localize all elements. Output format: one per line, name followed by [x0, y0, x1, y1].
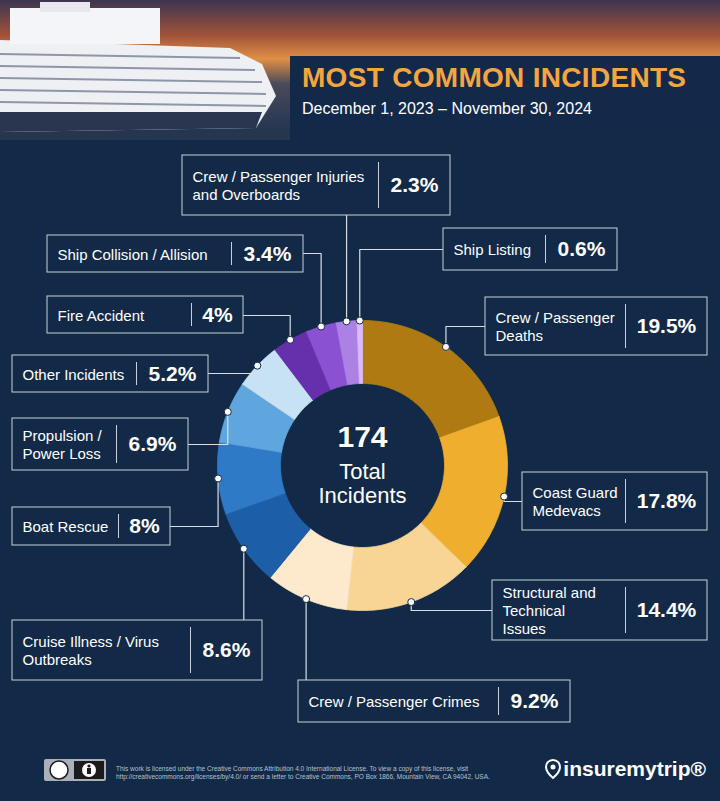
- svg-text:17.8%: 17.8%: [637, 489, 697, 512]
- html-text:MOST COMMON INCIDENTS: MOST COMMON INCIDENTS: [302, 62, 687, 93]
- svg-text:Structural andTechnicalIssues: Structural andTechnicalIssues: [503, 584, 596, 637]
- svg-text:9.2%: 9.2%: [511, 689, 559, 712]
- svg-text:19.5%: 19.5%: [637, 314, 697, 337]
- svg-text:8.6%: 8.6%: [203, 638, 251, 661]
- svg-text:Crew / PassengerDeaths: Crew / PassengerDeaths: [496, 309, 615, 344]
- svg-text:Other Incidents: Other Incidents: [23, 366, 125, 383]
- svg-text:5.2%: 5.2%: [149, 362, 197, 385]
- svg-text:Ship Listing: Ship Listing: [454, 241, 532, 258]
- html-text:insuremytrip®: insuremytrip®: [563, 757, 706, 780]
- svg-text:Fire Accident: Fire Accident: [58, 307, 146, 324]
- svg-text:Coast GuardMedevacs: Coast GuardMedevacs: [533, 484, 618, 519]
- svg-text:Crew / Passenger Crimes: Crew / Passenger Crimes: [309, 693, 480, 710]
- svg-text:14.4%: 14.4%: [637, 598, 697, 621]
- html-text:This work is licensed under th: This work is licensed under the Creative…: [116, 765, 490, 780]
- svg-text:4%: 4%: [202, 303, 233, 326]
- svg-text:0.6%: 0.6%: [558, 237, 606, 260]
- svg-text:8%: 8%: [129, 514, 160, 537]
- svg-text:6.9%: 6.9%: [129, 432, 177, 455]
- svg-text:174: 174: [337, 420, 387, 453]
- svg-text:3.4%: 3.4%: [244, 242, 292, 265]
- html-text:December 1, 2023 – November 30: December 1, 2023 – November 30, 2024: [302, 100, 592, 117]
- svg-text:Ship Collision / Allision: Ship Collision / Allision: [58, 246, 208, 263]
- svg-text:Boat Rescue: Boat Rescue: [23, 518, 109, 535]
- svg-text:Propulsion /Power Loss: Propulsion /Power Loss: [23, 427, 103, 462]
- svg-text:TotalIncidents: TotalIncidents: [318, 459, 406, 508]
- svg-text:2.3%: 2.3%: [391, 173, 439, 196]
- svg-text:Crew / Passenger Injuriesand O: Crew / Passenger Injuriesand Overboards: [193, 168, 365, 203]
- svg-text:Cruise Illness / VirusOutbreak: Cruise Illness / VirusOutbreaks: [23, 633, 159, 668]
